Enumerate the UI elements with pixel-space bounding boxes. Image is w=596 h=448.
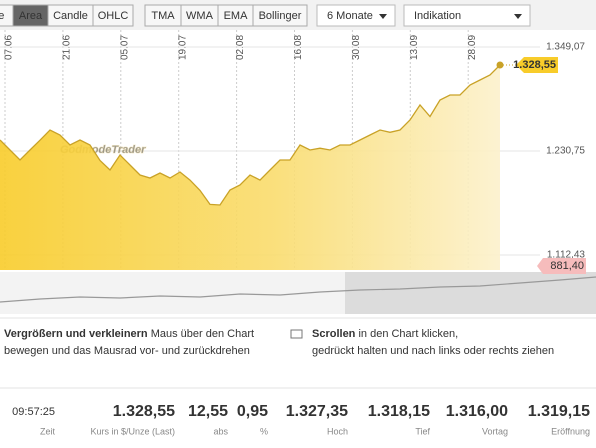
- chart-type-button[interactable]: [92, 4, 134, 27]
- chart-type-label[interactable]: Line: [0, 10, 4, 22]
- indicator-label[interactable]: TMA: [151, 10, 175, 22]
- help-line: Scrollen in den Chart klicken,: [312, 328, 458, 340]
- quote-label: Zeit: [40, 426, 56, 436]
- y-tick-label: 1.349,07: [546, 42, 585, 53]
- dropdown-arrow: [514, 14, 522, 19]
- quote-label: Eröffnung: [551, 426, 590, 436]
- chart-type-label[interactable]: Candle: [53, 10, 88, 22]
- y-tick-label: 1.112,43: [547, 250, 586, 261]
- help-line: Vergrößern und verkleinern Maus über den…: [4, 328, 254, 340]
- last-value-label: 1.328,55: [513, 59, 556, 71]
- chart-type-label[interactable]: Area: [19, 10, 43, 22]
- quote-label: Kurs in $/Unze (Last): [90, 426, 175, 436]
- quote-value: 1.316,00: [446, 403, 508, 420]
- quote-value: 1.319,15: [528, 403, 590, 420]
- help-text: in den Chart klicken,: [355, 328, 458, 340]
- dropdown-arrow: [379, 14, 387, 19]
- area-line: [0, 64, 501, 206]
- navigator-flag: [537, 258, 586, 274]
- navigator-line: [0, 276, 596, 303]
- chart-type-label[interactable]: OHLC: [98, 10, 129, 22]
- dropdown-label[interactable]: 6 Monate: [327, 10, 373, 22]
- quote-value: 1.328,55: [113, 403, 175, 420]
- quote-label: Vortag: [482, 426, 508, 436]
- quote-label: Hoch: [327, 426, 348, 436]
- quote-value: 09:57:25: [12, 406, 55, 418]
- indicator-button[interactable]: [252, 4, 308, 27]
- quote-label: abs: [213, 426, 228, 436]
- navigator-window[interactable]: [345, 272, 596, 314]
- indicator-label[interactable]: Bollinger: [259, 10, 302, 22]
- quote-value: 12,55: [188, 403, 228, 420]
- help-title: Scrollen: [312, 328, 356, 340]
- last-value-flag: [516, 57, 558, 74]
- quote-value: 0,95: [237, 403, 268, 420]
- scroll-icon: [290, 329, 303, 339]
- quote-value: 1.318,15: [368, 403, 430, 420]
- help-title: Vergrößern und verkleinern: [4, 328, 148, 340]
- y-tick-label: 1.230,75: [546, 146, 585, 157]
- help-text: Maus über den Chart: [148, 328, 254, 340]
- quote-label: %: [260, 426, 268, 436]
- area-fill: [0, 65, 500, 270]
- quote-label: Tief: [415, 426, 430, 436]
- indicator-label[interactable]: WMA: [186, 10, 214, 22]
- help-text: bewegen und das Mausrad vor- und zurückd…: [4, 345, 250, 357]
- quote-value: 1.327,35: [286, 403, 348, 420]
- dropdown[interactable]: [403, 4, 531, 27]
- navigator-label: 881,40: [550, 260, 584, 272]
- indicator-label[interactable]: EMA: [224, 10, 249, 22]
- help-text: gedrückt halten und nach links oder rech…: [312, 345, 554, 357]
- dropdown-label[interactable]: Indikation: [414, 10, 461, 22]
- dropdown[interactable]: [316, 4, 396, 27]
- last-value-dot: [496, 61, 504, 69]
